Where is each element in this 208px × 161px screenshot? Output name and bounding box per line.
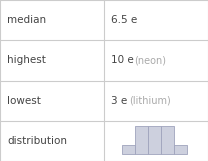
Text: lowest: lowest — [7, 96, 41, 106]
Text: 10 e: 10 e — [111, 55, 134, 65]
Text: 3 e: 3 e — [111, 96, 127, 106]
Text: (neon): (neon) — [134, 55, 166, 65]
Text: distribution: distribution — [7, 136, 67, 146]
Text: (lithium): (lithium) — [129, 96, 171, 106]
Bar — [135, 126, 147, 154]
Text: 6.5 e: 6.5 e — [111, 15, 137, 25]
Bar — [173, 145, 187, 154]
Bar — [147, 126, 161, 154]
Bar — [161, 126, 173, 154]
Text: highest: highest — [7, 55, 46, 65]
Text: median: median — [7, 15, 46, 25]
Bar — [121, 145, 135, 154]
